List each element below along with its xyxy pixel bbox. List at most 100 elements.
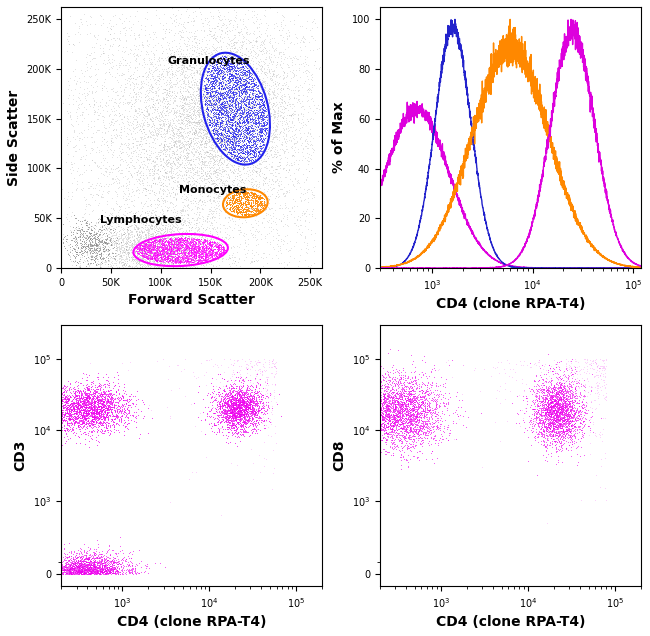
Point xyxy=(208,83,218,93)
Point xyxy=(215,105,226,115)
Point xyxy=(180,249,190,259)
Point xyxy=(164,12,175,22)
Point xyxy=(381,405,391,415)
Point xyxy=(188,127,199,137)
Point xyxy=(239,67,250,78)
Point xyxy=(239,100,249,110)
Point xyxy=(157,34,168,44)
Point xyxy=(225,164,235,174)
Point xyxy=(96,559,107,569)
Point xyxy=(236,80,246,90)
Point xyxy=(179,78,189,88)
Point xyxy=(404,377,414,387)
Point xyxy=(259,141,269,151)
Point xyxy=(200,104,211,114)
Point xyxy=(162,249,173,259)
Point xyxy=(198,90,208,100)
Point xyxy=(108,565,118,575)
Point xyxy=(372,407,382,417)
Point xyxy=(229,409,239,419)
Point xyxy=(244,209,254,219)
Point xyxy=(231,62,242,73)
Point xyxy=(391,415,401,425)
Point xyxy=(231,100,241,110)
Point xyxy=(548,400,558,410)
Point xyxy=(380,405,390,415)
Point xyxy=(248,117,258,127)
Point xyxy=(206,113,216,123)
Point xyxy=(82,560,92,570)
Point xyxy=(213,120,223,130)
Point xyxy=(254,97,264,107)
Point xyxy=(536,415,546,425)
Point xyxy=(150,247,160,258)
Point xyxy=(60,423,71,433)
Point xyxy=(384,401,394,411)
Point xyxy=(91,250,101,260)
Point xyxy=(202,83,213,93)
Point xyxy=(529,432,539,442)
Point xyxy=(229,398,239,408)
Point xyxy=(281,103,291,113)
Point xyxy=(194,248,204,258)
Point xyxy=(159,230,169,240)
Point xyxy=(551,395,562,405)
Point xyxy=(173,136,183,146)
Point xyxy=(75,562,86,572)
Point xyxy=(404,389,414,399)
Point xyxy=(235,85,246,95)
Point xyxy=(161,94,172,104)
Point xyxy=(304,165,314,176)
Point xyxy=(216,109,227,119)
Point xyxy=(72,247,82,257)
Point xyxy=(192,168,202,178)
Point xyxy=(180,256,190,266)
Point xyxy=(179,141,189,151)
Point xyxy=(136,259,147,269)
Point xyxy=(542,384,552,394)
Point xyxy=(194,83,205,93)
Point xyxy=(220,232,230,242)
Point xyxy=(153,113,164,123)
Point xyxy=(247,41,257,52)
Point xyxy=(109,389,119,399)
Point xyxy=(224,413,234,423)
Point xyxy=(564,386,575,396)
Point xyxy=(98,412,109,422)
Point xyxy=(78,402,88,412)
Point xyxy=(237,95,248,106)
Point xyxy=(232,147,242,157)
Point xyxy=(405,422,415,432)
Point xyxy=(237,409,248,419)
Point xyxy=(406,376,416,386)
Point xyxy=(213,78,223,88)
Point xyxy=(538,432,548,443)
Point xyxy=(231,55,242,65)
Point xyxy=(253,99,263,109)
Point xyxy=(203,247,213,258)
Point xyxy=(247,406,257,417)
Point xyxy=(88,401,99,411)
Point xyxy=(268,111,279,121)
Point xyxy=(193,233,203,244)
Point xyxy=(233,117,244,127)
Point xyxy=(183,134,194,144)
Point xyxy=(400,420,411,431)
Point xyxy=(177,219,188,230)
Point xyxy=(359,400,369,410)
Point xyxy=(217,108,228,118)
Point xyxy=(411,417,421,427)
Point xyxy=(164,263,174,273)
Point xyxy=(552,404,562,414)
Point xyxy=(239,406,250,417)
Point xyxy=(274,156,285,167)
Point xyxy=(408,404,418,414)
Point xyxy=(394,402,404,412)
Point xyxy=(98,560,109,570)
Point xyxy=(164,248,174,258)
Point xyxy=(588,372,599,382)
Point xyxy=(551,408,561,418)
Point xyxy=(195,123,205,133)
Point xyxy=(218,120,228,130)
Point xyxy=(248,405,259,415)
